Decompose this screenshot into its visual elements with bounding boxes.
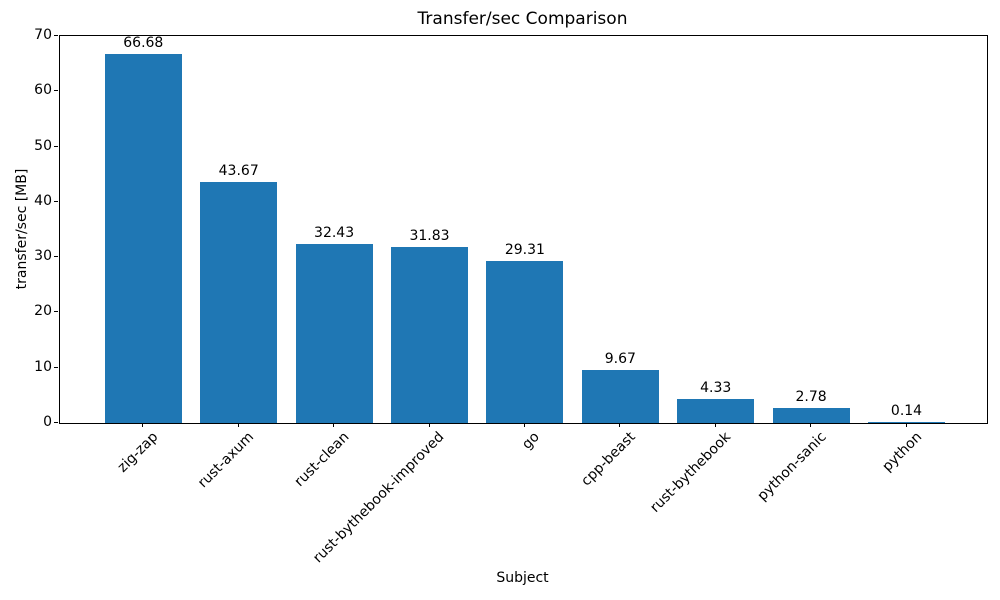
bar-value-label: 29.31 [504, 241, 545, 258]
bar-go [486, 261, 564, 423]
x-tick-label-rust-clean: rust-clean [291, 429, 353, 490]
bar-zig-zap [104, 54, 182, 423]
x-tick-mark [237, 423, 239, 427]
y-tick-label: 0 [43, 414, 52, 430]
y-tick-mark [54, 200, 58, 202]
x-tick-label-python: python [878, 429, 925, 475]
x-tick-mark [428, 423, 430, 427]
x-tick-mark [619, 423, 621, 427]
x-tick-mark [810, 423, 812, 427]
plot-area: 66.68 43.67 32.43 31.83 29.31 9.67 4.33 2.78 0.1… [59, 35, 988, 424]
bar-value-label: 43.67 [218, 162, 259, 179]
x-tick-mark [142, 423, 144, 427]
x-axis-label: Subject [496, 570, 549, 586]
y-tick-mark [54, 90, 58, 92]
y-tick-label: 50 [34, 137, 52, 154]
x-tick-label-python-sanic: python-sanic [754, 429, 830, 505]
bar-rust-clean [295, 244, 373, 423]
bar-value-label: 4.33 [700, 380, 732, 397]
bar-value-label: 32.43 [314, 224, 355, 241]
bar-value-label: 2.78 [795, 388, 827, 405]
y-tick-label: 20 [34, 303, 52, 320]
x-tick-label-rust-bythebook: rust-bythebook [647, 429, 735, 516]
y-tick-mark [54, 256, 58, 258]
x-tick-label-cpp-beast: cpp-beast [578, 429, 639, 490]
x-tick-mark [905, 423, 907, 427]
bar-value-label: 9.67 [604, 350, 636, 367]
bar-value-label: 66.68 [123, 35, 164, 52]
bar-rust-bythebook-improved [391, 247, 468, 423]
x-tick-label-zig-zap: zig-zap [114, 429, 162, 476]
bar-rust-axum [200, 182, 278, 423]
x-tick-label-go: go [519, 429, 544, 453]
y-tick-label: 70 [34, 27, 52, 43]
bar-python-sanic [772, 408, 850, 423]
y-tick-label: 30 [34, 248, 52, 265]
bar-python [868, 422, 945, 423]
bar-rust-bythebook [677, 399, 755, 423]
x-tick-mark [714, 423, 716, 427]
y-tick-label: 60 [34, 82, 52, 99]
bar-value-label: 0.14 [890, 403, 923, 420]
y-tick-label: 10 [34, 358, 52, 375]
bar-cpp-beast [581, 370, 659, 423]
y-tick-mark [54, 35, 58, 36]
chart-title: Transfer/sec Comparison [417, 9, 628, 29]
y-tick-mark [54, 422, 58, 423]
x-tick-label-rust-axum: rust-axum [194, 429, 258, 492]
x-tick-mark [523, 423, 525, 427]
bar-value-label: 31.83 [409, 228, 450, 245]
y-tick-label: 40 [34, 192, 52, 209]
y-axis-label: transfer/sec [MB] [14, 168, 30, 290]
y-tick-mark [54, 366, 58, 368]
y-tick-mark [54, 311, 58, 313]
y-tick-mark [54, 145, 58, 147]
x-tick-mark [333, 423, 335, 427]
